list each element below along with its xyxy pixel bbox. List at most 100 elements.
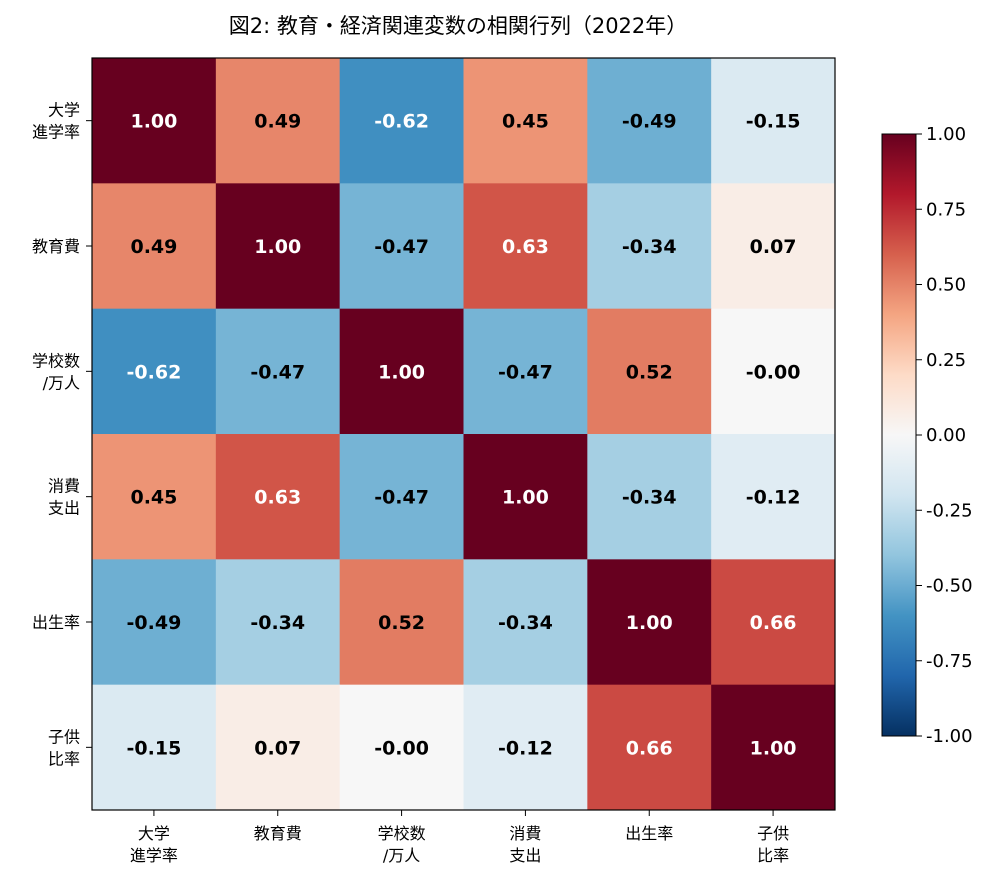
cell-value-label: -0.62 — [374, 111, 429, 133]
cell-value-label: -0.00 — [374, 737, 429, 759]
cell-value-label: 0.49 — [254, 111, 301, 133]
heatmap-cell — [463, 308, 588, 435]
heatmap-cell — [587, 183, 712, 310]
cell-value-label: -0.12 — [498, 737, 553, 759]
heatmap-cell — [463, 434, 588, 560]
colorbar — [881, 133, 917, 737]
heatmap-cell — [92, 434, 217, 560]
x-tick-label: 学校数/万人 — [378, 824, 426, 865]
heatmap-cell — [711, 559, 836, 686]
cell-value-label: -0.00 — [746, 361, 801, 383]
cell-value-label: 1.00 — [750, 737, 797, 759]
cell-value-label: -0.34 — [498, 612, 553, 634]
x-tick-label: 教育費 — [254, 824, 302, 843]
heatmap-cell — [463, 559, 588, 686]
colorbar-tick-label: 0.50 — [926, 275, 966, 296]
heatmap-cell — [339, 183, 464, 310]
heatmap-cell — [339, 308, 464, 435]
cell-value-label: 0.45 — [502, 111, 549, 133]
heatmap-cell — [339, 684, 464, 811]
y-tick-label: 学校数/万人 — [32, 351, 80, 392]
heatmap-cell — [711, 58, 836, 184]
heatmap-cell — [339, 434, 464, 560]
cell-value-label: 0.63 — [254, 487, 301, 509]
heatmap-cell — [587, 58, 712, 184]
colorbar-tick-label: -0.50 — [926, 576, 973, 597]
cell-value-label: -0.34 — [622, 236, 677, 258]
heatmap-cell — [711, 183, 836, 310]
cell-value-label: 0.52 — [378, 612, 425, 634]
colorbar-tick-label: -1.00 — [926, 726, 973, 747]
colorbar-tick-label: 1.00 — [926, 124, 966, 145]
heatmap-cell — [587, 434, 712, 560]
cell-value-label: -0.47 — [498, 361, 553, 383]
cell-value-label: 1.00 — [254, 236, 301, 258]
cell-value-label: -0.47 — [374, 236, 429, 258]
cell-value-label: -0.47 — [250, 361, 305, 383]
heatmap-cell — [215, 58, 341, 184]
cell-value-label: -0.62 — [127, 361, 182, 383]
colorbar-tick-label: 0.25 — [926, 350, 966, 371]
colorbar-tick-label: -0.75 — [926, 651, 973, 672]
cell-value-label: 0.07 — [254, 737, 301, 759]
cell-value-label: 0.52 — [626, 361, 673, 383]
cell-value-label: 0.49 — [130, 236, 177, 258]
cell-value-label: 0.07 — [750, 236, 797, 258]
x-tick-label: 大学進学率 — [130, 824, 178, 865]
heatmap-value-labels: 1.00 0.49 -0.62 0.45 -0.49 -0.15 0.49 1.00 -0.47… — [127, 111, 801, 760]
heatmap-cell — [711, 684, 836, 811]
heatmap-cell — [92, 308, 217, 435]
y-tick-label: 子供比率 — [48, 727, 80, 768]
cell-value-label: -0.49 — [622, 111, 677, 133]
cell-value-label: 0.45 — [130, 487, 177, 509]
colorbar-tick-label: 0.00 — [926, 425, 966, 446]
heatmap-cell — [463, 58, 588, 184]
cell-value-label: 1.00 — [378, 361, 425, 383]
heatmap-cell — [215, 434, 341, 560]
heatmap-frame — [91, 57, 836, 811]
x-axis-ticks: 大学進学率 教育費 学校数/万人 消費支出 出生率 子供比率 — [130, 810, 789, 865]
cell-value-label: 1.00 — [502, 487, 549, 509]
heatmap-cells — [92, 58, 836, 811]
heatmap-cell — [215, 308, 341, 435]
y-tick-label: 出生率 — [32, 613, 80, 632]
heatmap-cell — [587, 559, 712, 686]
heatmap-cell — [215, 559, 341, 686]
colorbar-tick-label: 0.75 — [926, 199, 966, 220]
heatmap-cell — [339, 559, 464, 686]
y-tick-label: 教育費 — [32, 237, 80, 256]
heatmap-cell — [463, 684, 588, 811]
x-tick-label: 子供比率 — [757, 824, 789, 865]
heatmap-cell — [711, 308, 836, 435]
cell-value-label: 1.00 — [626, 612, 673, 634]
colorbar-ticks: 1.00 0.75 0.50 0.25 0.00 -0.25 -0.50 -0.75 -1.00 — [916, 124, 973, 747]
heatmap-cell — [215, 684, 341, 811]
heatmap-cell — [92, 58, 217, 184]
heatmap-cell — [711, 434, 836, 560]
cell-value-label: 1.00 — [130, 111, 177, 133]
heatmap-cell — [587, 308, 712, 435]
heatmap-cell — [92, 183, 217, 310]
heatmap-cell — [92, 559, 217, 686]
heatmap-cell — [215, 183, 341, 310]
heatmap-cell — [339, 58, 464, 184]
y-tick-label: 大学進学率 — [32, 101, 80, 142]
cell-value-label: -0.15 — [127, 737, 182, 759]
y-tick-label: 消費支出 — [48, 477, 80, 518]
cell-value-label: -0.15 — [746, 111, 801, 133]
cell-value-label: -0.47 — [374, 487, 429, 509]
cell-value-label: -0.34 — [622, 487, 677, 509]
heatmap-cell — [587, 684, 712, 811]
chart-title: 図2: 教育・経済関連変数の相関行列（2022年） — [229, 14, 688, 38]
colorbar-tick-label: -0.25 — [926, 500, 973, 521]
x-tick-label: 出生率 — [625, 824, 673, 843]
cell-value-label: -0.34 — [250, 612, 305, 634]
cell-value-label: 0.63 — [502, 236, 549, 258]
x-tick-label: 消費支出 — [509, 824, 541, 865]
cell-value-label: 0.66 — [750, 612, 797, 634]
heatmap-cell — [92, 684, 217, 811]
cell-value-label: 0.66 — [626, 737, 673, 759]
cell-value-label: -0.49 — [127, 612, 182, 634]
